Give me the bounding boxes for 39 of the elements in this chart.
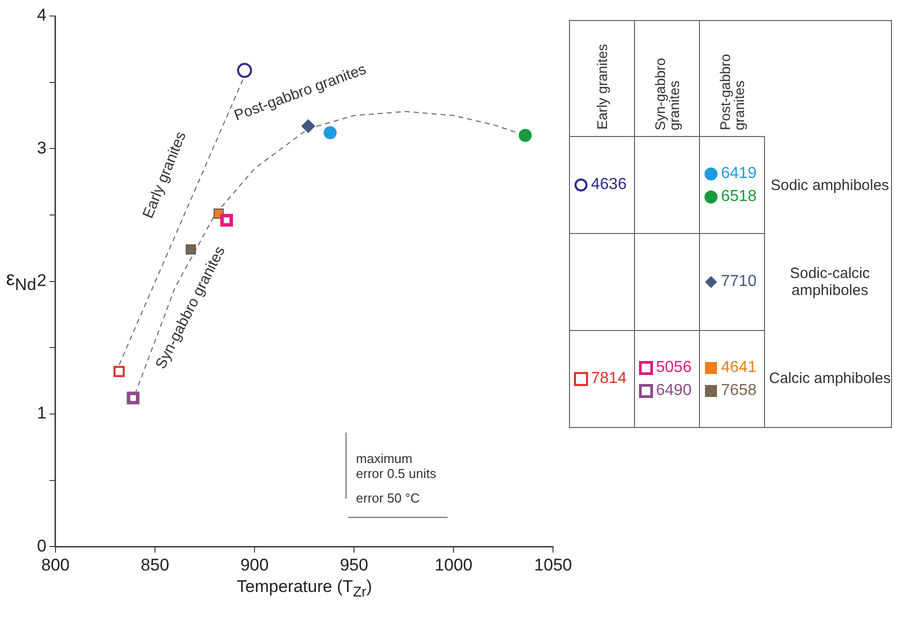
y-tick-label: 1: [36, 404, 46, 423]
legend-label: 6419: [721, 164, 757, 182]
y-axis-title: ε$_{Nd}$: [6, 268, 36, 295]
text: Sodic amphiboles: [764, 136, 892, 234]
point: [237, 62, 252, 78]
point: [126, 392, 140, 404]
y-tick-label: 4: [36, 6, 46, 25]
point: [220, 214, 233, 227]
annotation: Early granites: [140, 129, 190, 221]
x-tick-label: 900: [240, 555, 269, 574]
y-tick-label: 2: [36, 270, 46, 290]
legend-label: 4636: [591, 176, 627, 194]
legend-label: 7814: [591, 370, 627, 388]
text: Post-gabbro granites: [717, 52, 748, 132]
legend-label: 6518: [721, 188, 757, 206]
legend-label: 7658: [721, 382, 757, 400]
x-tick-label: 1000: [434, 555, 472, 574]
legend-label: 7710: [721, 273, 757, 291]
text: Sodic-calcic amphiboles: [764, 234, 892, 330]
text: Early granites: [594, 43, 610, 132]
x-tick-label: 850: [140, 555, 170, 574]
legend-label: 5056: [656, 358, 692, 376]
x-tick-label: 1050: [534, 555, 572, 574]
point: [114, 366, 125, 378]
point: [324, 126, 337, 140]
text: Calcic amphiboles: [764, 330, 892, 428]
annotation: error 50 °C: [356, 490, 420, 506]
point: [301, 119, 316, 134]
x-axis-title: Temperature (T$_{Zr}$): [236, 576, 372, 600]
text: Syn-gabbro granites: [652, 56, 682, 132]
legend-label: 6490: [656, 382, 692, 400]
y-tick-label: 3: [36, 138, 46, 158]
point: [186, 244, 196, 255]
x-tick-label: 950: [340, 555, 368, 574]
point: [518, 128, 532, 142]
annotation: maximum error 0.5 units: [356, 451, 437, 482]
x-tick-label: 800: [41, 555, 70, 574]
legend-label: 4641: [721, 358, 757, 376]
y-tick-label: 0: [36, 536, 46, 556]
